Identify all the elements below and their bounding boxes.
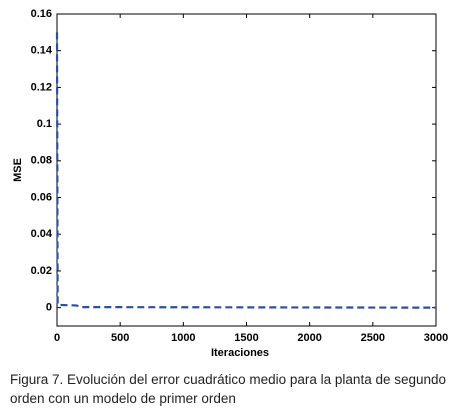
- x-tick-label: 2000: [297, 332, 321, 344]
- plot-frame: [56, 13, 437, 327]
- y-tick-label: 0.16: [31, 8, 52, 20]
- x-tick-label: 0: [54, 332, 60, 344]
- y-tick-label: 0.06: [31, 191, 52, 203]
- x-tick-label: 1000: [171, 332, 195, 344]
- x-tick-label: 2500: [361, 332, 385, 344]
- y-tick-label: 0: [46, 302, 52, 314]
- x-axis-label: Iteraciones: [211, 347, 269, 359]
- x-tick-label: 500: [111, 332, 129, 344]
- chart: Iteraciones MSE 0 0.02 0.04 0.06 0.08 0.1 0.12…: [12, 8, 448, 359]
- data-line: [55, 32, 437, 309]
- y-tick-label: 0.04: [31, 228, 53, 240]
- y-tick-label: 0.14: [31, 45, 53, 57]
- y-axis-label: MSE: [12, 158, 24, 182]
- y-tick-label: 0.08: [31, 155, 52, 167]
- y-tick-label: 0.02: [31, 265, 52, 277]
- y-tick-label: 0.12: [31, 81, 52, 93]
- caption: Figura 7. Evolución del error cuadrático…: [10, 372, 447, 406]
- x-tick-label: 3000: [424, 332, 448, 344]
- x-tick-label: 1500: [234, 332, 258, 344]
- y-tick-label: 0.1: [37, 118, 52, 130]
